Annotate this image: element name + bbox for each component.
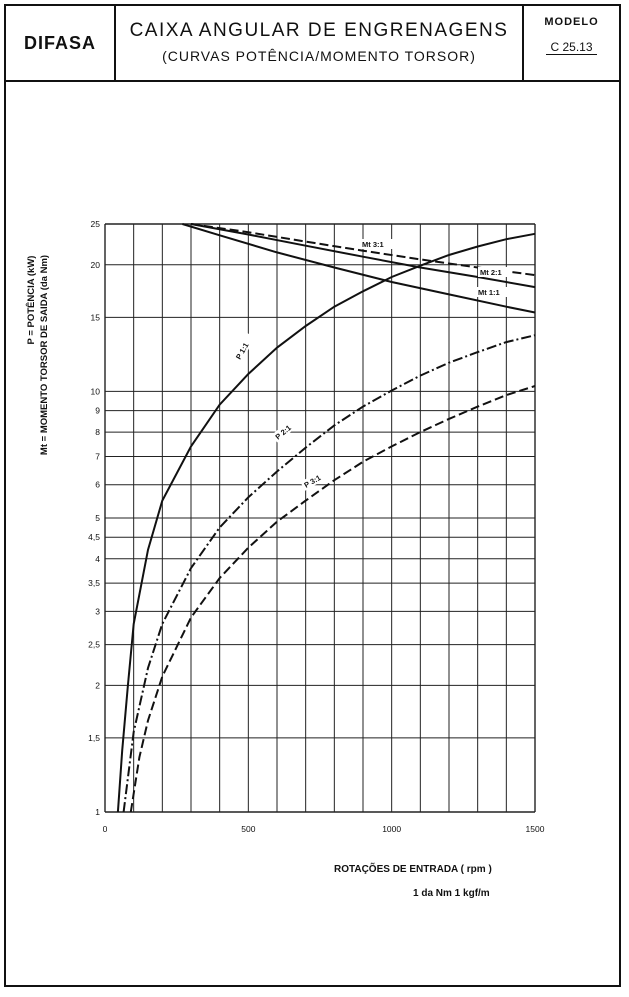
y-tick-label: 7 xyxy=(95,452,100,462)
drawing-sheet: DIFASA CAIXA ANGULAR DE ENGRENAGENS (CUR… xyxy=(4,4,621,987)
y-tick-label: 4 xyxy=(95,554,100,564)
title-box: CAIXA ANGULAR DE ENGRENAGENS (CURVAS POT… xyxy=(116,6,524,80)
curves xyxy=(116,223,536,813)
y-tick-label: 2 xyxy=(95,680,100,690)
series-line-mt-2-1 xyxy=(190,223,536,289)
curve-label-bg xyxy=(360,239,394,249)
curve-label: Mt 2:1 xyxy=(480,268,502,277)
y-axis-label-torque: Mt = MOMENTO TORSOR DE SAIDA (da Nm) xyxy=(39,255,50,455)
series-line-p-2-1 xyxy=(122,334,536,813)
curve-label-bg xyxy=(478,267,512,277)
unit-note: 1 da Nm 1 kgf/m xyxy=(413,888,490,899)
curve-label: Mt 3:1 xyxy=(362,240,384,249)
document-title: CAIXA ANGULAR DE ENGRENAGENS xyxy=(129,20,509,41)
y-tick-label: 8 xyxy=(95,427,100,437)
y-tick-label: 5 xyxy=(95,513,100,523)
y-tick-label: 3,5 xyxy=(88,578,100,588)
tick-labels: 1 1,5 2 2,5 3 3,5 4 4,5 5 6 7 8 9 10 15 20 25 0 500 1000 150… xyxy=(88,219,545,834)
curve-label-bg xyxy=(300,467,331,491)
y-tick-label: 1,5 xyxy=(88,733,100,743)
y-axis-label-power: P = POTÊNCIA (kW) xyxy=(25,256,37,345)
x-tick-label: 1500 xyxy=(526,824,545,834)
curve-label-bg xyxy=(232,332,256,363)
y-tick-label: 20 xyxy=(91,260,101,270)
series-line-mt-1-1 xyxy=(182,223,536,314)
curve-label-bg xyxy=(271,416,300,443)
title-block: DIFASA CAIXA ANGULAR DE ENGRENAGENS (CUR… xyxy=(6,6,619,82)
series-line-mt-3-1 xyxy=(190,223,536,277)
brand-logo: DIFASA xyxy=(6,6,116,80)
x-tick-label: 1000 xyxy=(382,824,401,834)
y-tick-label: 1 xyxy=(95,807,100,817)
y-tick-label: 10 xyxy=(91,386,101,396)
model-code: C 25.13 xyxy=(546,40,597,55)
x-tick-label: 500 xyxy=(241,824,255,834)
model-label: MODELO xyxy=(544,16,599,28)
y-tick-label: 6 xyxy=(95,480,100,490)
model-box: MODELO C 25.13 xyxy=(524,6,619,80)
document-subtitle: (CURVAS POTÊNCIA/MOMENTO TORSOR) xyxy=(162,48,476,64)
curve-label: Mt 1:1 xyxy=(478,288,500,297)
grid xyxy=(104,223,536,813)
y-tick-label: 2,5 xyxy=(88,640,100,650)
y-tick-label: 25 xyxy=(91,219,101,229)
series-line-p-3-1 xyxy=(129,385,536,813)
x-axis-label: ROTAÇÕES DE ENTRADA ( rpm ) xyxy=(334,864,492,875)
series-line-p-1-1 xyxy=(116,232,536,813)
y-tick-label: 3 xyxy=(95,606,100,616)
y-tick-label: 4,5 xyxy=(88,532,100,542)
x-tick-label: 0 xyxy=(103,824,108,834)
curve-label-bg xyxy=(476,287,510,297)
y-tick-label: 9 xyxy=(95,406,100,416)
y-tick-label: 15 xyxy=(91,312,101,322)
